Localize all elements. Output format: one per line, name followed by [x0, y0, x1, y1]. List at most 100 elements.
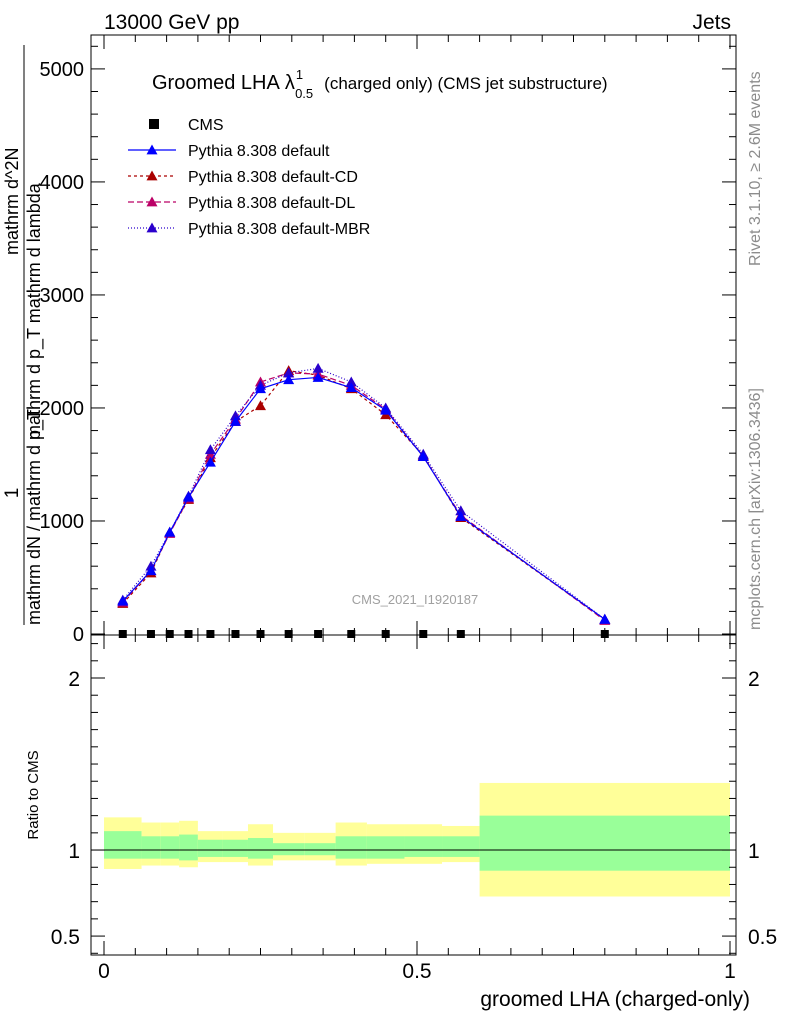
uncertainty-band-inner	[179, 834, 198, 861]
main-axis-ticks: 0 1000 2000 3000 4000 5000	[40, 35, 736, 646]
series-line	[122, 376, 606, 620]
y-tick-label: 1000	[40, 511, 85, 533]
series-default-cd	[117, 365, 611, 624]
ratio-panel-frame	[90, 634, 737, 956]
uncertainty-band-inner	[197, 839, 223, 857]
data-point	[145, 565, 157, 576]
legend-entry-default: Pythia 8.308 default	[128, 143, 330, 160]
x-tick-label: 1	[724, 960, 736, 983]
y-label-top-denominator: mathrm d p_T mathrm d lambda	[24, 182, 45, 440]
data-point	[314, 630, 323, 638]
y-tick-label: 3000	[40, 285, 85, 307]
data-point	[419, 630, 428, 638]
legend-label: Pythia 8.308 default-DL	[188, 195, 355, 212]
y-tick-label: 2000	[40, 398, 85, 420]
ratio-bin	[222, 831, 248, 863]
data-point	[255, 383, 266, 394]
energy-label: 13000 GeV pp	[104, 11, 239, 34]
uncertainty-band-inner	[442, 836, 480, 857]
data-point	[455, 510, 467, 521]
series-line	[122, 367, 606, 620]
data-point	[256, 630, 265, 638]
uncertainty-band-inner	[247, 838, 274, 859]
y-label-denominator: mathrm dN / mathrm d p_T	[24, 409, 45, 625]
uncertainty-band-inner	[366, 836, 405, 859]
legend-entry-default-dl: Pythia 8.308 default-DL	[128, 195, 355, 212]
rivet-label: Rivet 3.1.10, ≥ 2.6M events	[747, 71, 764, 266]
data-point	[204, 444, 216, 455]
uncertainty-band-inner	[104, 831, 142, 859]
data-point	[255, 400, 266, 411]
legend-label: CMS	[188, 117, 224, 134]
main-series-layer	[117, 362, 611, 638]
data-point	[204, 456, 216, 467]
data-point	[600, 630, 609, 638]
ratio-bin	[247, 824, 274, 866]
data-point	[345, 376, 357, 387]
y-label-top-numerator: mathrm d^2N	[2, 148, 22, 255]
ratio-bin	[141, 822, 161, 866]
ratio-y-tick-label: 0.5	[51, 926, 80, 949]
uncertainty-band-inner	[141, 836, 161, 859]
data-point	[117, 595, 129, 606]
ratio-bin	[366, 824, 405, 864]
x-axis-label: groomed LHA (charged-only)	[480, 988, 750, 1011]
main-y-axis-label: 1 mathrm dN / mathrm d p_T mathrm d^2N m…	[2, 45, 45, 625]
data-point	[283, 367, 295, 378]
data-point	[183, 491, 195, 502]
legend-entry-default-mbr: Pythia 8.308 default-MBR	[128, 221, 370, 238]
ratio-axis-ticks: 0.5 0.5 1 1 2 2 0 0.5 1	[51, 635, 777, 983]
ratio-bin	[197, 831, 223, 863]
legend-marker	[146, 222, 158, 233]
watermark: CMS_2021_I1920187	[352, 592, 479, 607]
ratio-bin	[479, 782, 730, 897]
data-point	[146, 630, 155, 638]
series-cms	[118, 630, 609, 638]
data-point	[164, 526, 176, 537]
uncertainty-band-inner	[160, 836, 180, 859]
source-label: mcplots.cern.ch [arXiv:1306.3436]	[747, 388, 764, 630]
legend-marker	[146, 196, 158, 207]
uncertainty-band-inner	[222, 839, 248, 857]
legend-label: Pythia 8.308 default-MBR	[188, 221, 370, 238]
ratio-bin	[179, 820, 198, 868]
data-point	[456, 630, 465, 638]
data-point	[312, 371, 324, 382]
ratio-bin	[442, 825, 480, 863]
data-point	[381, 630, 390, 638]
legend-label: Pythia 8.308 default	[188, 143, 330, 160]
category-label: Jets	[692, 11, 731, 34]
legend-marker	[146, 144, 158, 155]
data-point	[283, 374, 295, 385]
ratio-y-tick-label: 2	[68, 668, 80, 691]
ratio-y-tick-label: 1	[68, 840, 80, 863]
ratio-y-tick-label-right: 2	[748, 668, 760, 691]
ratio-bin	[404, 824, 443, 864]
uncertainty-band-inner	[273, 843, 305, 856]
data-point	[417, 451, 429, 461]
series-line	[122, 370, 606, 620]
legend: CMS Pythia 8.308 default Pythia 8.308 defa…	[128, 117, 370, 238]
ratio-bin	[273, 832, 305, 861]
uncertainty-band-inner	[479, 815, 730, 871]
data-point	[380, 404, 392, 415]
y-tick-label: 5000	[40, 59, 85, 81]
data-point	[312, 362, 324, 373]
uncertainty-band-inner	[404, 836, 443, 857]
data-point	[229, 416, 241, 426]
data-point	[118, 630, 127, 638]
x-tick-label: 0.5	[402, 960, 431, 983]
ratio-bin	[104, 817, 142, 869]
data-point	[184, 630, 193, 638]
legend-entry-default-cd: Pythia 8.308 default-CD	[128, 169, 358, 186]
plot-title: Groomed LHA λ1 0.5(charged only) (CMS jet …	[152, 67, 608, 101]
series-line	[122, 372, 606, 621]
y-tick-label: 0	[73, 624, 84, 646]
ratio-bin	[335, 822, 367, 866]
legend-label: Pythia 8.308 default-CD	[188, 169, 358, 186]
series-default	[117, 371, 611, 624]
data-point	[206, 630, 215, 638]
ratio-y-tick-label-right: 1	[748, 840, 760, 863]
y-label-numerator: 1	[2, 488, 23, 499]
legend-marker	[146, 170, 158, 181]
